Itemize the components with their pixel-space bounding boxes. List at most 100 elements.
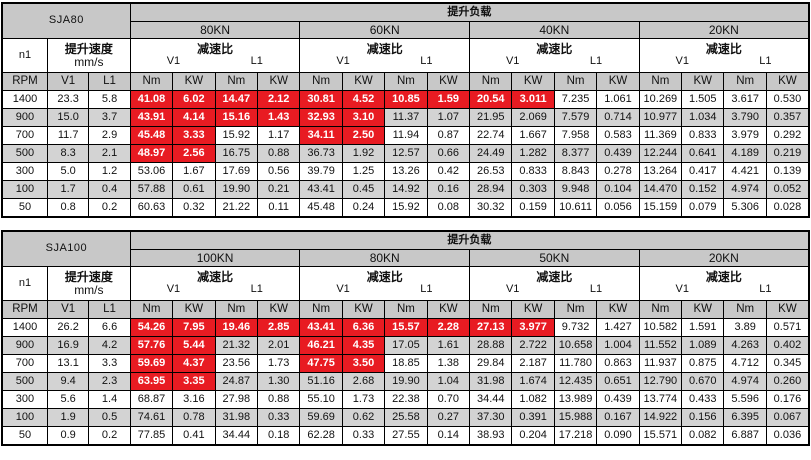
value-cell: 2.722 [511,336,555,355]
value-cell: 24.87 [214,372,259,391]
nm-header: Nm [214,300,259,319]
v1-label: V1 [505,283,520,296]
v1-label: V1 [675,283,689,296]
value-cell: 0.036 [765,426,810,446]
nm-header: Nm [469,300,513,319]
table-row: 50 0.9 0.2 77.85 0.41 34.44 0.18 62.28 0.33 27.55… [1,426,810,446]
value-cell: 13.264 [638,162,683,181]
value-cell: 48.97 [129,144,174,163]
value-cell: 10.85 [384,90,428,109]
speed-unit-label: mm/s [74,282,104,297]
table-sja80: SJA80 提升负载 80KN 60KN 40KN 20KN n1 提升速度 mm/s 减速比 V1… [1,2,810,218]
value-cell: 45.48 [299,198,343,218]
ratio-label: 减速比 [366,270,403,285]
value-cell: 0.78 [172,408,216,427]
value-cell: 1.667 [511,126,555,145]
value-cell: 14.922 [638,408,683,427]
table-row: 100 1.7 0.4 57.88 0.61 19.90 0.21 43.41 0.45 14.9… [1,180,810,199]
value-cell: 1.43 [256,108,301,127]
load-header: 20KN [638,21,810,39]
rpm-value: 900 [1,108,48,127]
value-cell: 0.439 [596,144,640,163]
value-cell: 5.306 [723,198,767,218]
value-cell: 60.63 [129,198,174,218]
speed-l1-value: 5.8 [88,90,131,109]
value-cell: 34.44 [469,390,513,409]
value-cell: 1.59 [426,90,471,109]
value-cell: 2.01 [256,336,301,355]
speed-header: 提升速度 mm/s [46,38,131,73]
table-row: 300 5.0 1.2 53.06 1.67 17.69 0.56 39.79 1.25 13.2… [1,162,810,181]
value-cell: 13.774 [638,390,683,409]
nm-header: Nm [299,300,343,319]
value-cell: 15.92 [214,126,259,145]
value-cell: 0.433 [681,390,725,409]
value-cell: 2.85 [256,318,301,337]
rpm-value: 100 [1,180,48,199]
value-cell: 57.88 [129,180,174,199]
ratio-header: 减速比 V1 L1 [638,38,810,73]
nm-header: Nm [638,300,683,319]
value-cell: 0.204 [511,426,555,446]
value-cell: 0.08 [426,198,471,218]
speed-l1-value: 0.2 [88,198,131,218]
speed-l1-value: 3.7 [88,108,131,127]
speed-v1-value: 23.3 [46,90,90,109]
speed-l1-value: 2.1 [88,144,131,163]
v1-label: V1 [166,55,181,68]
value-cell: 11.552 [638,336,683,355]
value-cell: 43.41 [299,180,343,199]
speed-v1-value: 5.0 [46,162,90,181]
value-cell: 25.58 [384,408,428,427]
l1-label: L1 [589,55,603,68]
value-cell: 57.76 [129,336,174,355]
value-cell: 0.87 [426,126,471,145]
value-cell: 0.21 [256,180,301,199]
nm-header: Nm [129,72,174,91]
value-cell: 3.16 [172,390,216,409]
value-cell: 1.061 [596,90,640,109]
value-cell: 6.36 [341,318,386,337]
rpm-value: 300 [1,390,48,409]
value-cell: 0.167 [596,408,640,427]
table-row: 900 16.9 4.2 57.76 5.44 21.32 2.01 46.21 4.35 17.… [1,336,810,355]
value-cell: 68.87 [129,390,174,409]
v1-header: V1 [46,72,90,91]
kw-header: KW [426,300,471,319]
value-cell: 4.974 [723,372,767,391]
value-cell: 0.345 [765,354,810,373]
value-cell: 3.790 [723,108,767,127]
l1-label: L1 [420,283,433,296]
value-cell: 1.674 [511,372,555,391]
value-cell: 10.611 [553,198,598,218]
value-cell: 3.35 [172,372,216,391]
kw-header: KW [426,72,471,91]
ratio-label: 减速比 [197,42,234,57]
value-cell: 20.54 [469,90,513,109]
nm-header: Nm [723,300,767,319]
value-cell: 55.10 [299,390,343,409]
value-cell: 7.235 [553,90,598,109]
value-cell: 0.052 [765,180,810,199]
value-cell: 15.571 [638,426,683,446]
value-cell: 15.16 [214,108,259,127]
value-cell: 51.16 [299,372,343,391]
value-cell: 0.067 [765,408,810,427]
value-cell: 0.260 [765,372,810,391]
kw-header: KW [681,300,725,319]
value-cell: 6.02 [172,90,216,109]
l1-label: L1 [759,283,772,296]
nm-header: Nm [723,72,767,91]
value-cell: 1.591 [681,318,725,337]
value-cell: 21.32 [214,336,259,355]
value-cell: 11.94 [384,126,428,145]
value-cell: 19.90 [214,180,259,199]
v1-label: V1 [675,55,689,68]
kw-header: KW [256,300,301,319]
speed-l1-value: 0.2 [88,426,131,446]
table-row: 1400 23.3 5.8 41.08 6.02 14.47 2.12 30.81 4.52 10… [1,90,810,109]
value-cell: 36.73 [299,144,343,163]
value-cell: 0.88 [256,144,301,163]
nm-header: Nm [553,300,598,319]
